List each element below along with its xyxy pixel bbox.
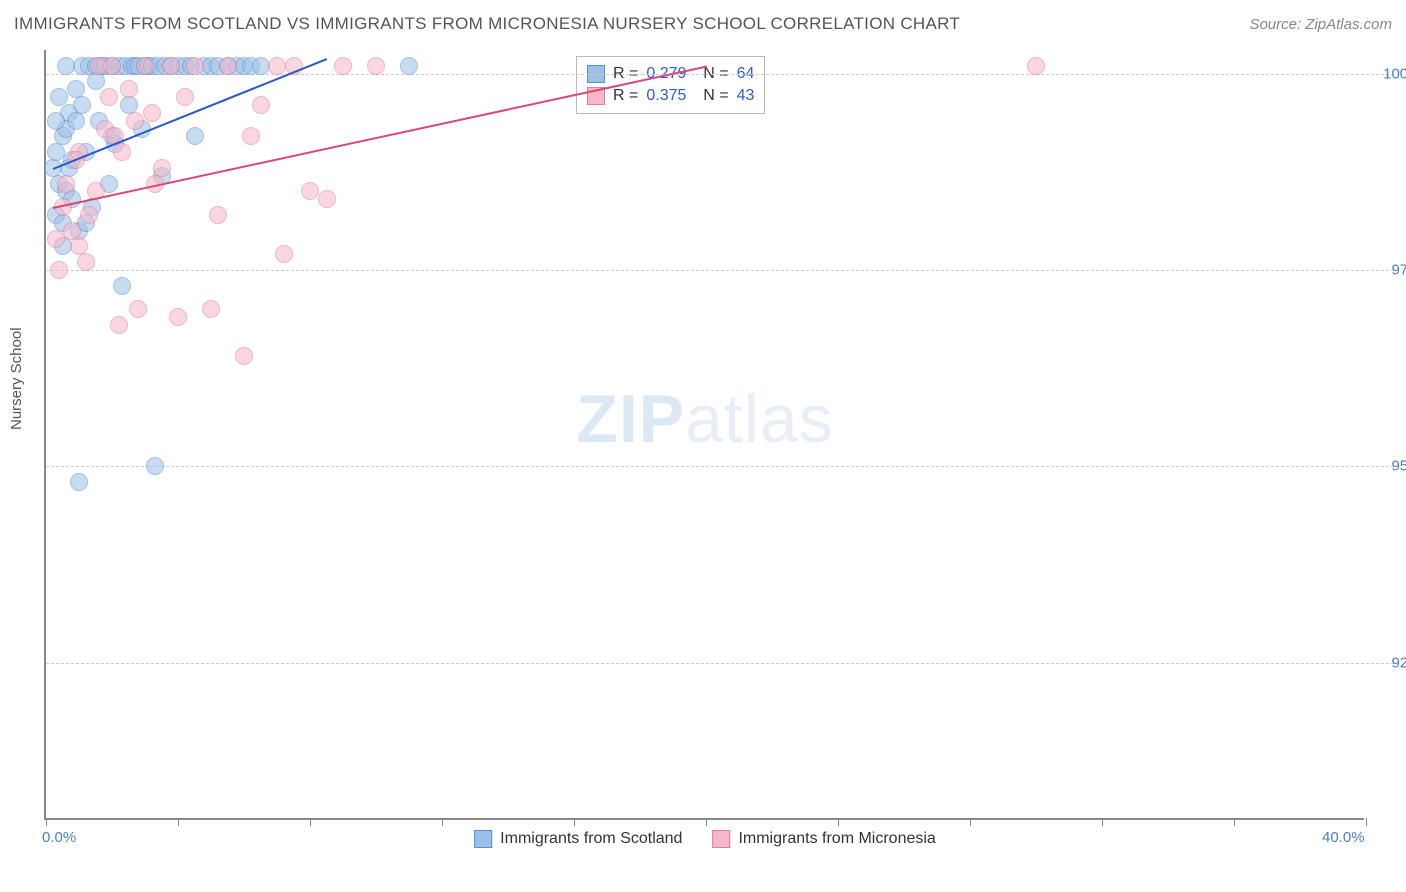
- scatter-point: [1027, 57, 1045, 75]
- scatter-point: [252, 96, 270, 114]
- scatter-point: [47, 230, 65, 248]
- legend-n-label: N =: [694, 87, 728, 105]
- scatter-point: [146, 457, 164, 475]
- scatter-point: [67, 112, 85, 130]
- scatter-point: [129, 300, 147, 318]
- ytick-label: 92.5%: [1391, 654, 1406, 671]
- scatter-point: [126, 112, 144, 130]
- scatter-point: [162, 57, 180, 75]
- plot-area: ZIPatlas R = 0.279 N = 64 R = 0.375 N = …: [44, 50, 1364, 820]
- chart-header: IMMIGRANTS FROM SCOTLAND VS IMMIGRANTS F…: [14, 14, 1392, 34]
- scatter-point: [73, 96, 91, 114]
- chart-title: IMMIGRANTS FROM SCOTLAND VS IMMIGRANTS F…: [14, 14, 960, 34]
- watermark-zip: ZIP: [576, 381, 685, 457]
- scatter-point: [70, 237, 88, 255]
- scatter-point: [77, 253, 95, 271]
- y-axis-label: Nursery School: [8, 327, 25, 430]
- scatter-point: [202, 300, 220, 318]
- xtick: [310, 818, 311, 826]
- scatter-point: [70, 473, 88, 491]
- scatter-point: [113, 143, 131, 161]
- series-legend-micronesia: Immigrants from Micronesia: [712, 830, 935, 848]
- scatter-point: [334, 57, 352, 75]
- chart-source: Source: ZipAtlas.com: [1249, 16, 1392, 33]
- scatter-point: [50, 88, 68, 106]
- scatter-point: [57, 57, 75, 75]
- scatter-point: [90, 57, 108, 75]
- series-swatch-scotland: [474, 830, 492, 848]
- scatter-point: [136, 57, 154, 75]
- scatter-point: [275, 245, 293, 263]
- scatter-point: [100, 88, 118, 106]
- scatter-point: [113, 277, 131, 295]
- series-legend-scotland: Immigrants from Scotland: [474, 830, 682, 848]
- trend-line: [52, 66, 706, 209]
- scatter-point: [268, 57, 286, 75]
- scatter-point: [186, 127, 204, 145]
- legend-r-label: R =: [613, 87, 638, 105]
- scatter-point: [87, 72, 105, 90]
- xtick: [970, 818, 971, 826]
- xtick: [178, 818, 179, 826]
- scatter-point: [47, 143, 65, 161]
- xtick: [442, 818, 443, 826]
- scatter-point: [400, 57, 418, 75]
- scatter-point: [47, 112, 65, 130]
- xtick-label: 0.0%: [42, 829, 76, 846]
- scatter-point: [57, 175, 75, 193]
- xtick: [706, 818, 707, 826]
- gridline: [46, 466, 1394, 467]
- scatter-point: [209, 206, 227, 224]
- xtick-label: 40.0%: [1322, 829, 1365, 846]
- watermark-atlas: atlas: [685, 381, 834, 457]
- scatter-point: [110, 316, 128, 334]
- xtick: [46, 818, 47, 826]
- scatter-point: [169, 308, 187, 326]
- ytick-label: 100.0%: [1383, 65, 1406, 82]
- xtick: [1366, 818, 1367, 826]
- scatter-point: [176, 88, 194, 106]
- scatter-point: [318, 190, 336, 208]
- scatter-point: [242, 127, 260, 145]
- series-swatch-micronesia: [712, 830, 730, 848]
- legend-row-micronesia: R = 0.375 N = 43: [587, 85, 754, 107]
- scatter-point: [252, 57, 270, 75]
- correlation-legend: R = 0.279 N = 64 R = 0.375 N = 43: [576, 56, 765, 114]
- scatter-point: [80, 206, 98, 224]
- xtick: [574, 818, 575, 826]
- series-label-scotland: Immigrants from Scotland: [500, 830, 682, 848]
- scatter-point: [367, 57, 385, 75]
- legend-r-micronesia: 0.375: [646, 87, 686, 105]
- watermark: ZIPatlas: [576, 380, 833, 458]
- ytick-label: 97.5%: [1391, 262, 1406, 279]
- scatter-point: [143, 104, 161, 122]
- xtick: [1234, 818, 1235, 826]
- series-label-micronesia: Immigrants from Micronesia: [738, 830, 935, 848]
- ytick-label: 95.0%: [1391, 458, 1406, 475]
- scatter-point: [235, 347, 253, 365]
- xtick: [1102, 818, 1103, 826]
- scatter-point: [120, 80, 138, 98]
- series-legend: Immigrants from Scotland Immigrants from…: [474, 830, 936, 848]
- gridline: [46, 663, 1394, 664]
- scatter-point: [219, 57, 237, 75]
- gridline: [46, 270, 1394, 271]
- scatter-point: [186, 57, 204, 75]
- scatter-point: [301, 182, 319, 200]
- xtick: [838, 818, 839, 826]
- legend-n-micronesia: 43: [737, 87, 755, 105]
- scatter-point: [50, 261, 68, 279]
